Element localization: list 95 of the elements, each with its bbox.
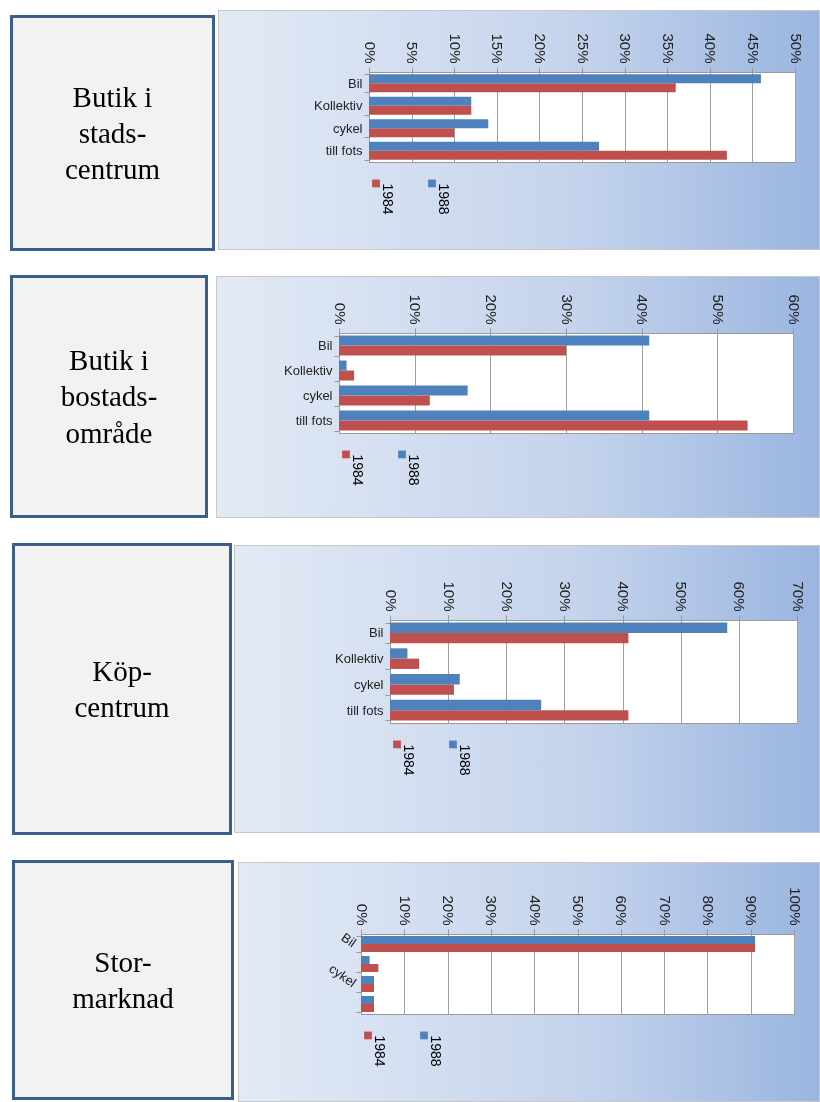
legend-label: 1984 — [372, 1035, 388, 1067]
x-tick-label: 30% — [556, 581, 574, 612]
x-tick-label: 35% — [659, 33, 677, 64]
legend-label: 1988 — [457, 744, 473, 776]
y-tick-label: Kollektiv — [335, 651, 384, 667]
legend-label: 1988 — [428, 1035, 444, 1067]
bar — [369, 96, 472, 106]
x-tick-label: 50% — [673, 581, 691, 612]
bar — [339, 410, 650, 421]
bar — [369, 74, 761, 84]
bar — [361, 996, 374, 1004]
bar — [390, 710, 629, 721]
legend-label: 1988 — [406, 454, 422, 486]
x-tick-label: 0% — [331, 302, 349, 325]
bar — [390, 684, 454, 695]
y-tick-label: cykel — [332, 120, 363, 136]
bar — [339, 395, 430, 406]
bar — [361, 964, 379, 972]
x-tick-label: 50% — [709, 294, 727, 325]
legend-label: 1984 — [380, 183, 396, 215]
bar — [369, 150, 727, 160]
y-tick-label: cykel — [353, 676, 384, 692]
bar — [339, 370, 355, 381]
x-tick-label: 20% — [482, 294, 500, 325]
bar — [390, 648, 408, 659]
x-tick-label: 0% — [382, 589, 400, 612]
x-tick-label: 50% — [570, 895, 587, 926]
bar — [390, 632, 629, 644]
x-tick-label: 40% — [702, 33, 720, 64]
x-tick-label: 60% — [613, 895, 631, 926]
y-tick-label: till fots — [295, 413, 333, 428]
bar — [361, 956, 370, 964]
x-tick-label: 5% — [404, 41, 422, 64]
x-tick-label: 60% — [785, 294, 803, 325]
x-tick-label: 100% — [786, 887, 804, 926]
label-box: Butik i bostads- område — [10, 275, 208, 518]
x-tick-label: 20% — [498, 581, 516, 612]
x-tick-label: 50% — [787, 33, 805, 64]
bar — [390, 658, 420, 669]
x-tick-label: 10% — [446, 33, 464, 64]
y-tick-label: Bil — [348, 75, 363, 91]
bar — [339, 360, 347, 371]
bar — [390, 622, 728, 633]
bar — [361, 976, 374, 984]
x-tick-label: 30% — [558, 294, 576, 325]
x-tick-label: 30% — [483, 895, 501, 926]
y-tick-label: Bil — [369, 625, 384, 641]
label-box: Butik i stads- centrum — [10, 15, 215, 251]
x-tick-label: 20% — [440, 895, 458, 926]
bar — [361, 984, 374, 992]
legend-label: 1988 — [436, 183, 452, 215]
bar — [369, 83, 676, 93]
y-tick-label: Bil — [338, 929, 360, 951]
x-tick-label: 20% — [531, 33, 549, 64]
x-tick-label: 70% — [656, 895, 674, 926]
x-tick-label: 0% — [361, 41, 379, 64]
bar — [339, 335, 650, 346]
x-tick-label: 40% — [526, 895, 544, 926]
x-tick-label: 40% — [634, 294, 652, 325]
legend-label: 1984 — [401, 744, 417, 776]
bar — [369, 119, 489, 129]
x-tick-label: 25% — [574, 33, 592, 64]
label-box: Stor- marknad — [12, 860, 234, 1100]
bar — [369, 141, 600, 151]
x-tick-label: 60% — [731, 581, 749, 612]
y-tick-label: till fots — [325, 143, 363, 159]
x-tick-label: 40% — [615, 581, 633, 612]
bar — [339, 385, 468, 396]
x-tick-label: 45% — [744, 33, 762, 64]
x-tick-label: 70% — [789, 581, 807, 612]
bar — [390, 674, 460, 685]
bar — [369, 128, 455, 138]
x-tick-label: 80% — [699, 895, 717, 926]
x-tick-label: 30% — [617, 33, 635, 64]
x-tick-label: 10% — [407, 294, 425, 325]
y-tick-label: cykel — [326, 960, 360, 991]
bar — [361, 936, 756, 944]
bar — [339, 420, 748, 431]
x-tick-label: 15% — [489, 33, 507, 64]
x-tick-label: 90% — [743, 895, 761, 926]
y-tick-label: Kollektiv — [314, 98, 363, 114]
bar — [361, 1004, 374, 1012]
y-tick-label: cykel — [302, 388, 333, 403]
x-tick-label: 10% — [396, 895, 414, 926]
y-tick-label: Kollektiv — [284, 363, 333, 378]
y-tick-label: Bil — [318, 338, 333, 353]
x-tick-label: 10% — [440, 581, 458, 612]
bar — [369, 105, 472, 115]
bar — [361, 944, 756, 952]
bar — [339, 345, 566, 356]
legend-label: 1984 — [350, 454, 366, 486]
label-box: Köp- centrum — [12, 543, 232, 835]
x-tick-label: 0% — [353, 903, 371, 926]
y-tick-label: till fots — [346, 702, 384, 718]
bar — [390, 699, 542, 711]
